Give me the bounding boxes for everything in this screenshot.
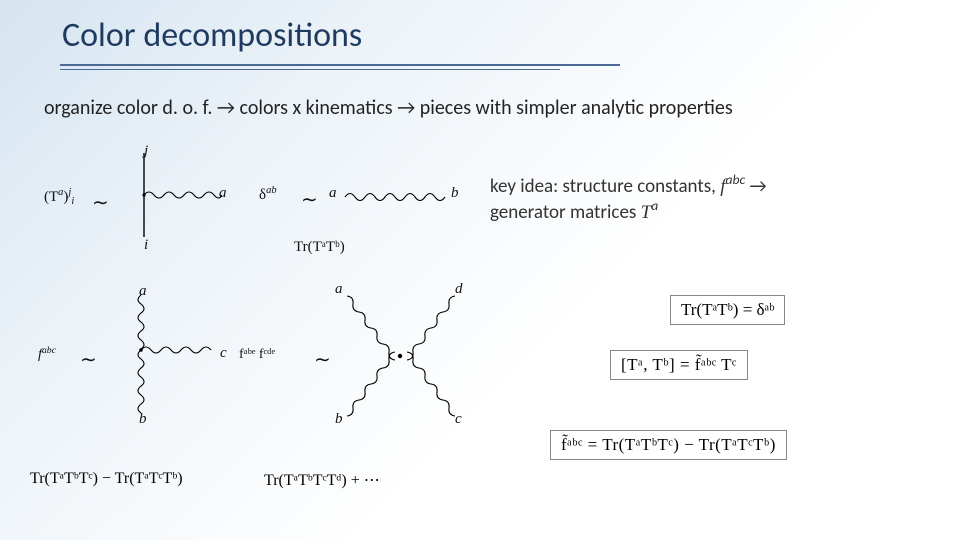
key-idea-mid: generator matrices [490,201,641,224]
fabc-label: fabc [38,347,56,363]
title-underline-2 [60,69,560,70]
tilde-3: ∼ [80,347,97,372]
delta-sup: ab [266,185,277,196]
equation-ftilde-def: f̃ᵃᵇᶜ = Tr(TᵃTᵇTᶜ) − Tr(TᵃTᶜTᵇ) [550,430,787,460]
diagram-four-gluon-vertex: fᵃᵇᵉ fᶜᵈᵉ ∼ a b c d [259,283,479,443]
bottom-formula-3g: Tr(TᵃTᵇTᶜ) − Tr(TᵃTᶜTᵇ) [30,470,183,488]
diagram-three-gluon-vertex: fabc ∼ a b c [44,285,254,440]
f-superscript: abc [725,171,745,188]
delta-label: δab [259,187,277,204]
prop-label-a: a [329,185,337,202]
T-superscript: a [651,197,658,214]
key-idea-text: key idea: structure constants, fabc → ge… [490,174,920,225]
generator-label: (Ta)ji [44,189,74,206]
gen-tail-sub: i [71,196,74,207]
page-title: Color decompositions [62,15,362,56]
equation-commutator: [Tᵃ, Tᵇ] = f̃ᵃᵇᶜ Tᶜ [610,350,748,380]
quark-gluon-svg [122,145,222,245]
key-idea-prefix: key idea: structure constants, [490,175,720,198]
gluon-prop-svg [343,187,453,207]
feynman-diagram-panel: (Ta)ji ∼ j i a δab ∼ a b Tr(TᵃTᵇ) fabc ∼… [44,145,469,515]
title-underline-1 [60,64,620,66]
ff-label: fᵃᵇᵉ fᶜᵈᵉ [239,347,275,363]
trace-TaTb: Tr(TᵃTᵇ) [294,239,345,256]
gen-base: (T [44,189,58,205]
T-symbol: T [641,202,652,223]
equation-trace-delta: Tr(TᵃTᵇ) = δᵃᵇ [670,295,785,325]
tilde-1: ∼ [92,190,109,215]
f-sup-3g: abc [42,345,56,356]
arrow-1: → [745,175,767,198]
gen-sup: a [58,187,63,198]
tilde-4: ∼ [314,347,331,372]
diagram-quark-gluon-vertex: (Ta)ji ∼ j i a [44,145,254,255]
diagram-gluon-propagator: δab ∼ a b Tr(TᵃTᵇ) [259,169,474,229]
bottom-formula-4g: Tr(TᵃTᵇTᶜTᵈ) + ⋯ [264,470,380,490]
four-gluon-svg [337,288,467,423]
three-gluon-svg [106,290,226,420]
subtitle-text: organize color d. o. f. → colors x kinem… [44,96,733,120]
tilde-2: ∼ [301,187,318,212]
